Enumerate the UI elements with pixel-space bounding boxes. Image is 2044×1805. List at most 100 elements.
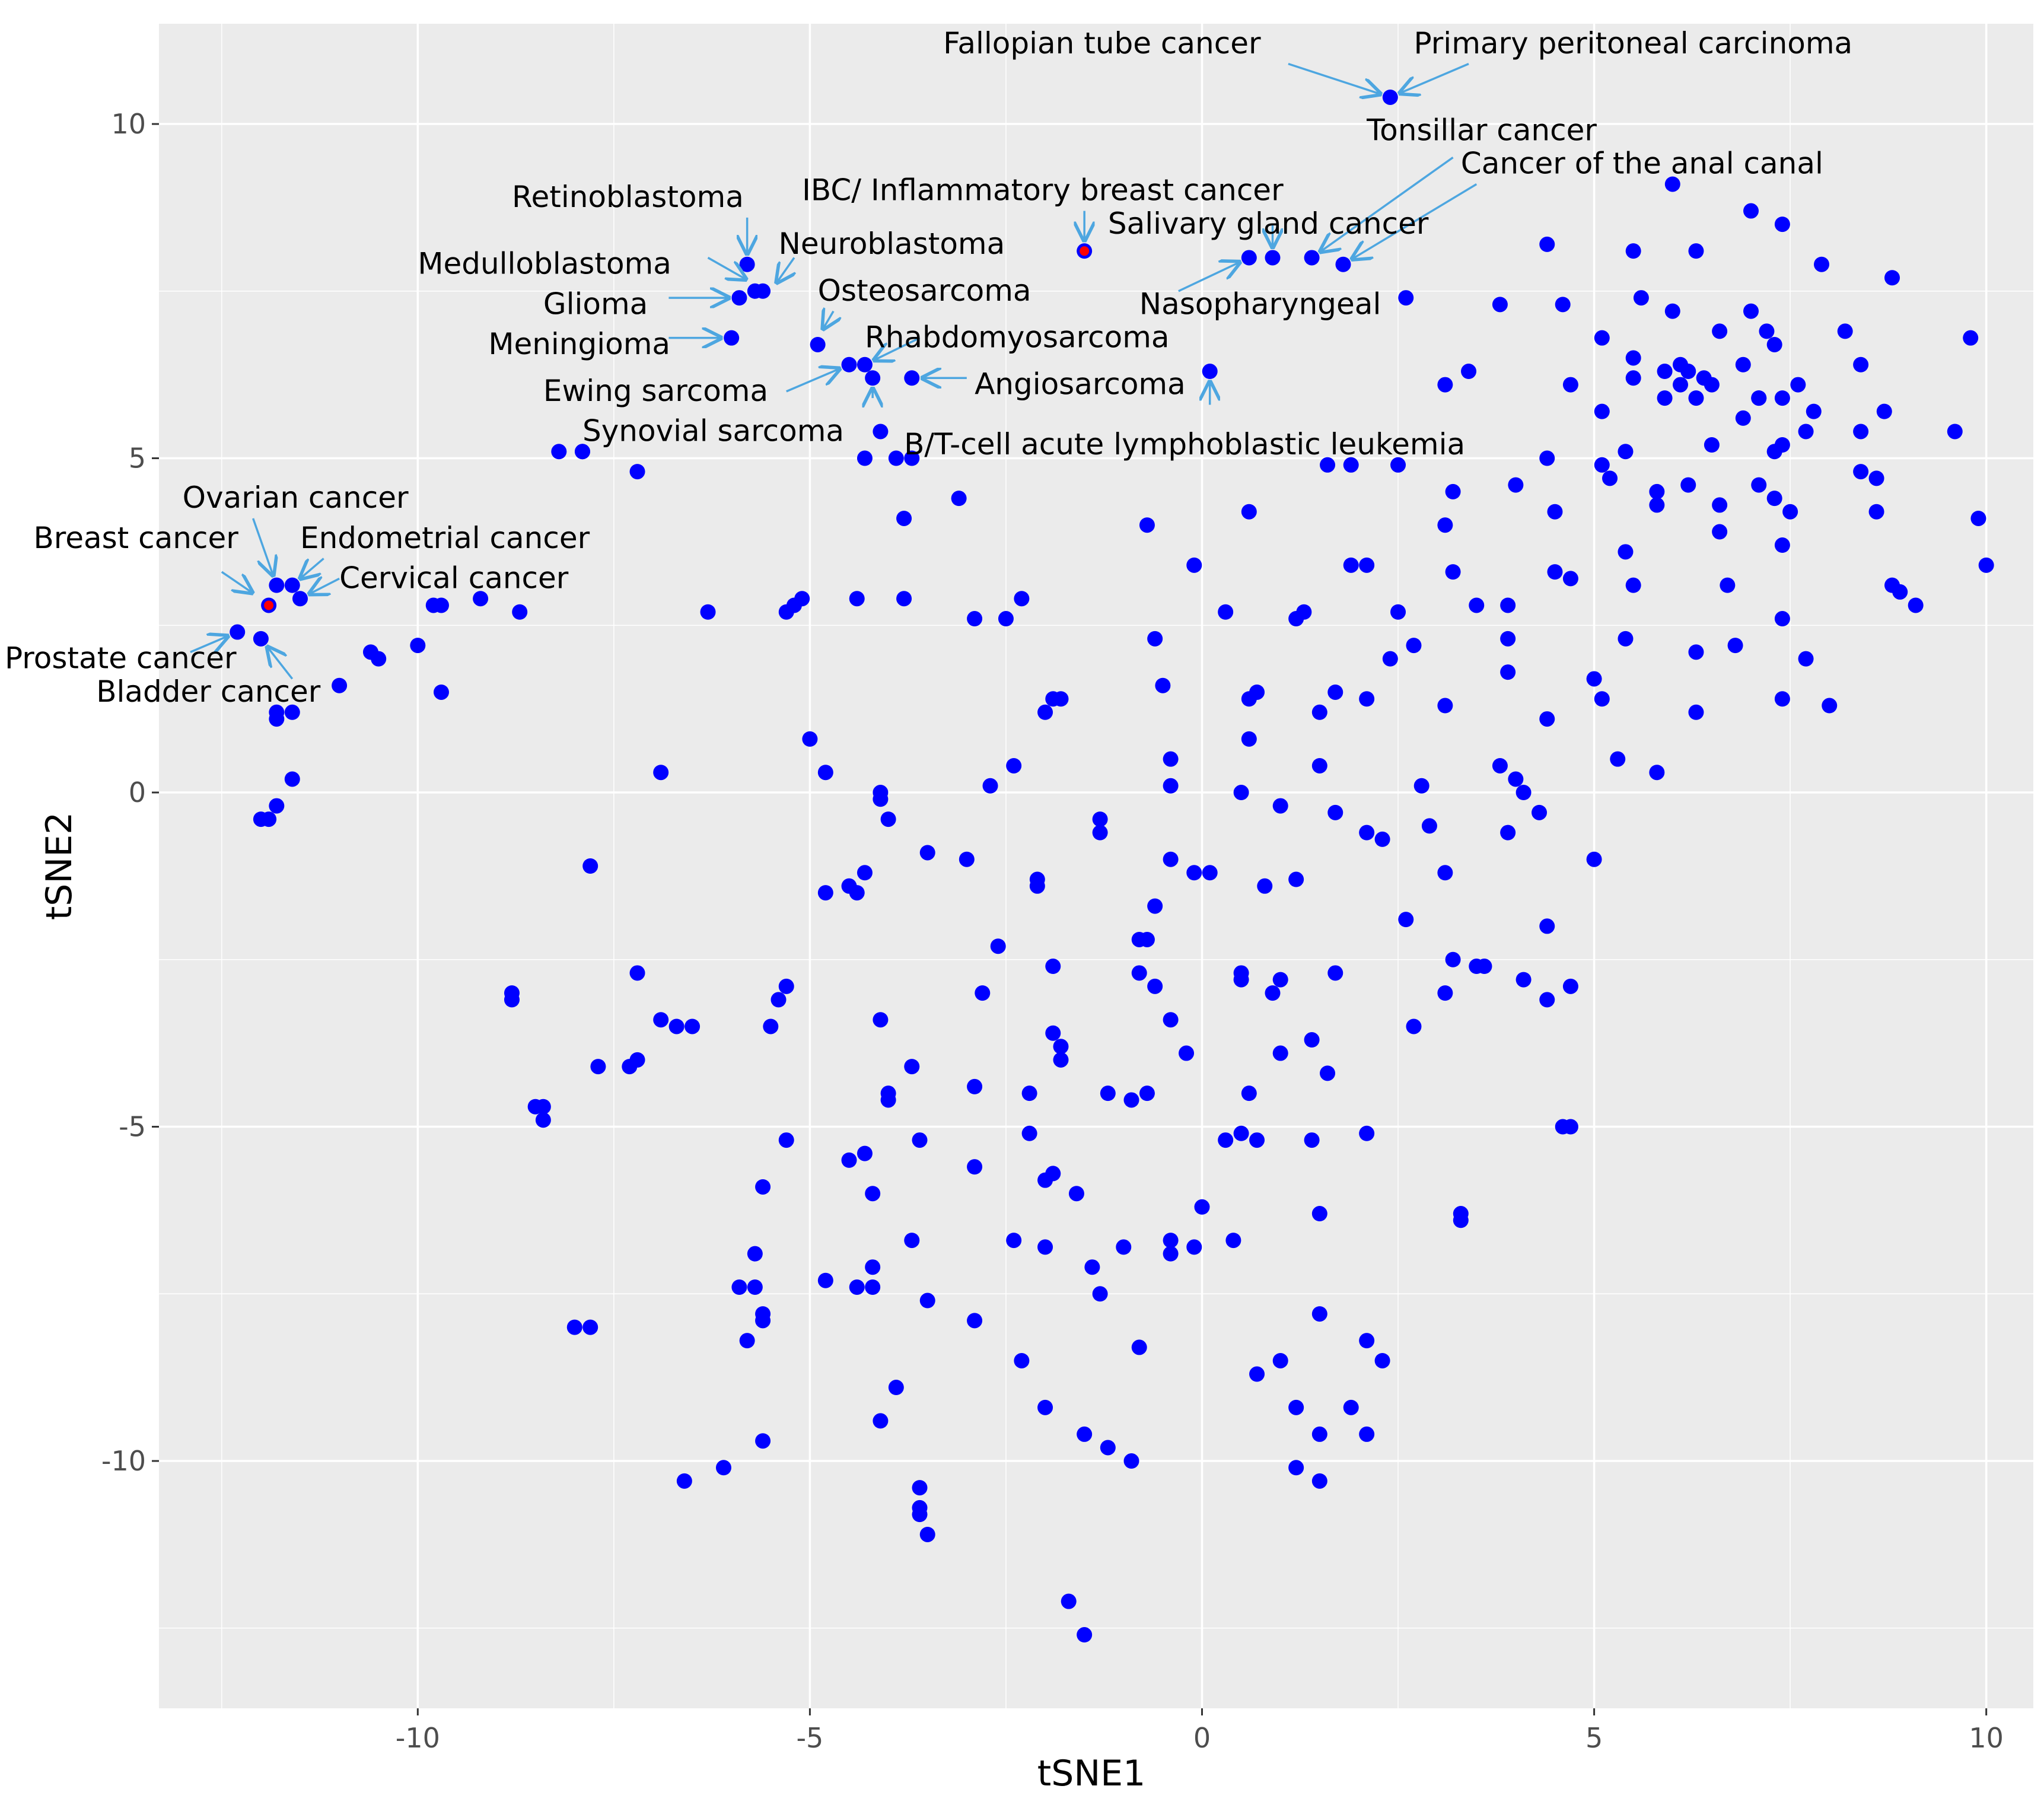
data-point bbox=[1335, 256, 1351, 272]
data-point bbox=[1123, 1453, 1139, 1469]
data-point bbox=[998, 611, 1014, 627]
data-point bbox=[865, 370, 881, 386]
data-point bbox=[1311, 757, 1327, 773]
data-point bbox=[1382, 651, 1398, 667]
data-point bbox=[371, 651, 387, 667]
data-point bbox=[1649, 497, 1665, 513]
data-point bbox=[1704, 377, 1720, 393]
data-point bbox=[1045, 1025, 1061, 1041]
data-point bbox=[284, 704, 300, 720]
data-point bbox=[755, 1313, 771, 1329]
annotation-arrow bbox=[310, 578, 340, 594]
data-point bbox=[1437, 698, 1453, 714]
data-point bbox=[817, 765, 833, 781]
data-point bbox=[912, 1507, 928, 1523]
data-point bbox=[1743, 203, 1759, 219]
data-point bbox=[755, 283, 771, 299]
annotation-arrow bbox=[777, 257, 794, 282]
data-point bbox=[1249, 1132, 1265, 1148]
data-point bbox=[1774, 390, 1790, 406]
data-point bbox=[739, 256, 755, 272]
data-point bbox=[1790, 377, 1806, 393]
x-tick-label: 0 bbox=[1193, 1722, 1211, 1754]
data-point bbox=[1562, 978, 1578, 994]
y-tick-label: 5 bbox=[129, 443, 146, 475]
data-point bbox=[1100, 1085, 1116, 1102]
data-point bbox=[1594, 457, 1610, 473]
data-point bbox=[1547, 564, 1563, 580]
data-point bbox=[841, 1152, 857, 1168]
data-point bbox=[810, 336, 826, 352]
data-point bbox=[967, 1313, 983, 1329]
annotation-arrow bbox=[221, 571, 252, 593]
data-point bbox=[755, 1433, 771, 1449]
data-point bbox=[1406, 638, 1422, 654]
data-point bbox=[1884, 270, 1900, 286]
data-point bbox=[512, 604, 528, 620]
data-point bbox=[230, 624, 246, 640]
data-point bbox=[1077, 1426, 1093, 1442]
data-point bbox=[967, 1159, 983, 1175]
data-point bbox=[1014, 1352, 1030, 1368]
data-point bbox=[771, 992, 787, 1008]
data-point bbox=[1045, 959, 1061, 975]
y-tick-label: 10 bbox=[111, 108, 146, 140]
data-point bbox=[1555, 297, 1571, 313]
data-point bbox=[731, 290, 747, 306]
data-point bbox=[1147, 898, 1163, 914]
data-point bbox=[849, 1279, 865, 1295]
data-point bbox=[653, 765, 669, 781]
data-point bbox=[919, 1526, 935, 1542]
annotation-label: Neuroblastoma bbox=[779, 227, 1005, 261]
annotation-label: Cervical cancer bbox=[339, 561, 569, 595]
data-point bbox=[1766, 336, 1782, 352]
data-point bbox=[857, 356, 873, 373]
data-point bbox=[873, 1012, 889, 1028]
data-point bbox=[747, 1279, 763, 1295]
data-point bbox=[888, 450, 904, 466]
data-point bbox=[1625, 350, 1641, 366]
annotation-label: Meningioma bbox=[488, 327, 670, 361]
data-point bbox=[1202, 364, 1218, 380]
data-point bbox=[535, 1112, 551, 1128]
data-point bbox=[1163, 751, 1179, 767]
data-point bbox=[1139, 1085, 1155, 1102]
data-point bbox=[1257, 878, 1273, 894]
data-point bbox=[1766, 444, 1782, 460]
annotation-arrow bbox=[707, 256, 746, 279]
data-point bbox=[410, 638, 426, 654]
data-point bbox=[1766, 491, 1782, 507]
data-point bbox=[1618, 631, 1634, 647]
annotation-label: Bladder cancer bbox=[96, 674, 321, 709]
data-point bbox=[1618, 544, 1634, 560]
data-point bbox=[1053, 1039, 1069, 1055]
data-point bbox=[1516, 972, 1532, 988]
data-point bbox=[1147, 631, 1163, 647]
data-point bbox=[269, 798, 285, 814]
data-point bbox=[1053, 691, 1069, 707]
data-point bbox=[1822, 698, 1838, 714]
data-point bbox=[1139, 931, 1155, 947]
data-point bbox=[778, 978, 794, 994]
data-point bbox=[1649, 765, 1665, 781]
data-point bbox=[1139, 517, 1155, 533]
x-tick-label: 10 bbox=[1969, 1722, 2004, 1754]
annotation-label: B/T-cell acute lymphoblastic leukemia bbox=[904, 427, 1465, 461]
annotation-arrow bbox=[786, 369, 839, 393]
annotation-arrow bbox=[252, 518, 273, 575]
highlight-point bbox=[1080, 246, 1090, 256]
data-point bbox=[747, 1246, 763, 1262]
data-point bbox=[1814, 256, 1830, 272]
data-point bbox=[1311, 1473, 1327, 1489]
data-point bbox=[269, 577, 285, 593]
data-point bbox=[1500, 597, 1516, 613]
data-point bbox=[1053, 1052, 1069, 1068]
data-point bbox=[1664, 176, 1680, 192]
data-point bbox=[865, 1186, 881, 1202]
y-axis-title: tSNE2 bbox=[39, 812, 80, 921]
annotation-label: Primary peritoneal carcinoma bbox=[1413, 26, 1852, 61]
data-point bbox=[904, 370, 920, 386]
y-tick-label: -10 bbox=[101, 1445, 146, 1477]
data-point bbox=[1594, 330, 1610, 346]
data-point bbox=[473, 591, 489, 607]
